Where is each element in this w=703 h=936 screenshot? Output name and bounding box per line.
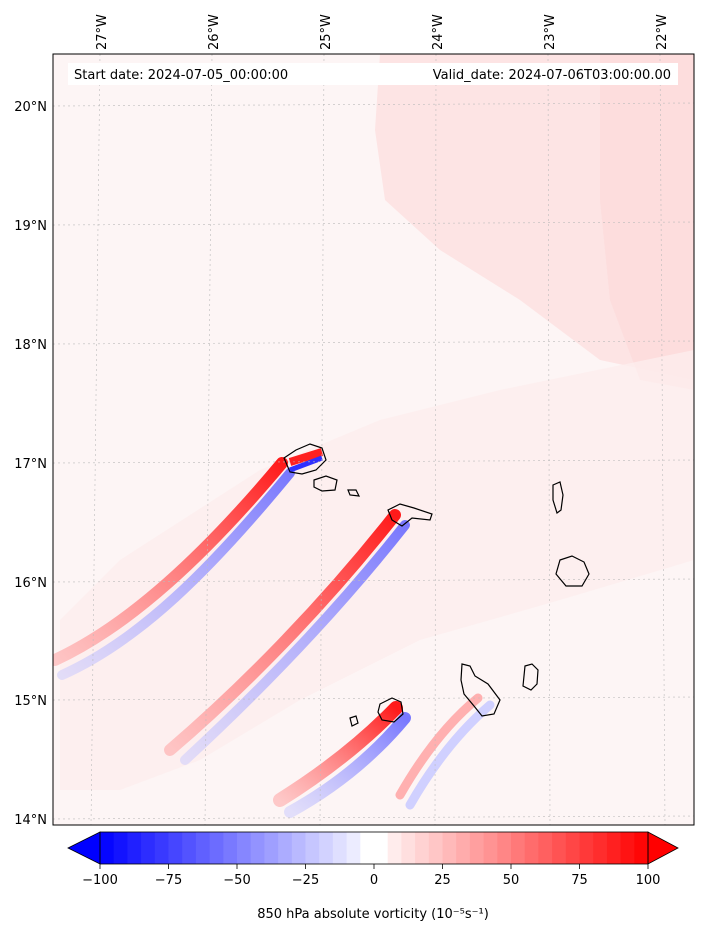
- lat-label-20n: 20°N: [14, 100, 47, 115]
- colorbar-tick-label: 75: [571, 873, 588, 888]
- colorbar-segment: [401, 832, 416, 864]
- colorbar-segment: [415, 832, 430, 864]
- colorbar-tick-label: −50: [223, 873, 250, 888]
- colorbar-tick-label: 100: [636, 873, 661, 888]
- colorbar-segment: [620, 832, 635, 864]
- lon-tick-labels: 27°W 26°W 25°W 24°W 23°W 22°W: [95, 14, 670, 50]
- colorbar-segment: [127, 832, 142, 864]
- colorbar-segment: [182, 832, 197, 864]
- colorbar-segment: [113, 832, 128, 864]
- lat-label-18n: 18°N: [14, 338, 47, 353]
- streak-1b-blue: [289, 455, 323, 473]
- island-fogo: [377, 697, 404, 723]
- pink-patches-mid: [60, 350, 694, 790]
- lon-label-22w: 22°W: [655, 14, 670, 50]
- colorbar-segment: [305, 832, 320, 864]
- island-sao-vicente: [313, 475, 338, 492]
- colorbar-segment: [332, 832, 348, 864]
- colorbar-segment: [428, 832, 443, 864]
- island-santa-luzia: [347, 489, 361, 497]
- island-sao-nicolau: [387, 503, 433, 527]
- colorbar-segment: [168, 832, 183, 864]
- colorbar-max-extend: [647, 831, 679, 865]
- colorbar-tick-label: 0: [370, 873, 378, 888]
- island-santiago: [460, 663, 501, 717]
- colorbar: −100 −75 −50 −25 0 25 50 75 100 850 hPa absolute…: [67, 831, 679, 922]
- header-box: [68, 63, 678, 85]
- colorbar-segment: [264, 832, 279, 864]
- colorbar-segment: [497, 832, 512, 864]
- lat-label-14n: 14°N: [14, 813, 47, 828]
- colorbar-segment: [565, 832, 580, 864]
- streak-4-blue: [405, 700, 495, 810]
- colorbar-segment: [442, 832, 457, 864]
- gridlines: [53, 54, 694, 825]
- start-date-label: Start date: 2024-07-05_00:00:00: [74, 68, 288, 83]
- cape-verde-islands: [283, 443, 590, 727]
- colorbar-segment: [209, 832, 224, 864]
- colorbar-tick-label: −100: [82, 873, 118, 888]
- colorbar-segment: [456, 832, 471, 864]
- streak-4-red: [395, 693, 483, 800]
- colorbar-segment: [593, 832, 608, 864]
- colorbar-segment: [579, 832, 594, 864]
- colorbar-segment: [387, 832, 402, 864]
- colorbar-segments: [100, 832, 649, 864]
- colorbar-segment: [374, 832, 389, 864]
- colorbar-segment: [100, 832, 115, 864]
- streak-2-blue: [180, 520, 410, 765]
- lon-label-23w: 23°W: [543, 14, 558, 50]
- colorbar-segment: [483, 832, 498, 864]
- streak-1-blue: [57, 468, 295, 680]
- colorbar-segment: [223, 832, 238, 864]
- colorbar-segment: [606, 832, 622, 864]
- valid-date-label: Valid_date: 2024-07-06T03:00:00.00: [433, 68, 671, 83]
- lon-label-27w: 27°W: [95, 14, 110, 50]
- colorbar-segment: [511, 832, 526, 864]
- map-panel: [53, 54, 694, 825]
- colorbar-segment: [250, 832, 265, 864]
- streak-1b-red: [288, 448, 324, 466]
- colorbar-segment: [319, 832, 334, 864]
- island-santo-antao: [283, 443, 327, 475]
- colorbar-segment: [469, 832, 485, 864]
- colorbar-segment: [278, 832, 293, 864]
- lat-label-19n: 19°N: [14, 219, 47, 234]
- colorbar-min-extend: [67, 831, 101, 865]
- colorbar-segment: [237, 832, 252, 864]
- colorbar-tick-label: −75: [155, 873, 182, 888]
- map-frame: [52, 53, 695, 826]
- colorbar-label: 850 hPa absolute vorticity (10⁻⁵s⁻¹): [257, 907, 489, 922]
- colorbar-tick-label: 25: [434, 873, 451, 888]
- island-brava: [349, 715, 359, 727]
- colorbar-segment: [552, 832, 567, 864]
- lat-label-15n: 15°N: [14, 694, 47, 709]
- colorbar-segment: [360, 832, 375, 864]
- streak-3-blue: [284, 712, 411, 818]
- lon-label-24w: 24°W: [431, 14, 446, 50]
- colorbar-tick-label: −25: [292, 873, 319, 888]
- colorbar-segment: [346, 832, 361, 864]
- lon-label-25w: 25°W: [319, 14, 334, 50]
- colorbar-segment: [195, 832, 211, 864]
- colorbar-segment: [154, 832, 169, 864]
- colorbar-segment: [634, 832, 649, 864]
- island-sal: [552, 481, 564, 514]
- streak-1-red: [53, 457, 288, 666]
- lat-label-17n: 17°N: [14, 457, 47, 472]
- island-maio: [522, 663, 539, 691]
- lon-label-26w: 26°W: [207, 14, 222, 50]
- colorbar-segment: [524, 832, 539, 864]
- colorbar-ticks: −100 −75 −50 −25 0 25 50 75 100: [82, 864, 660, 888]
- colorbar-tick-label: 50: [503, 873, 520, 888]
- pink-band: [600, 54, 694, 390]
- colorbar-segment: [538, 832, 553, 864]
- lat-tick-labels: 20°N 19°N 18°N 17°N 16°N 15°N 14°N: [14, 100, 47, 828]
- lat-label-16n: 16°N: [14, 576, 47, 591]
- streak-2-red: [164, 509, 401, 756]
- colorbar-segment: [291, 832, 306, 864]
- colorbar-segment: [141, 832, 156, 864]
- island-boa-vista: [555, 555, 590, 587]
